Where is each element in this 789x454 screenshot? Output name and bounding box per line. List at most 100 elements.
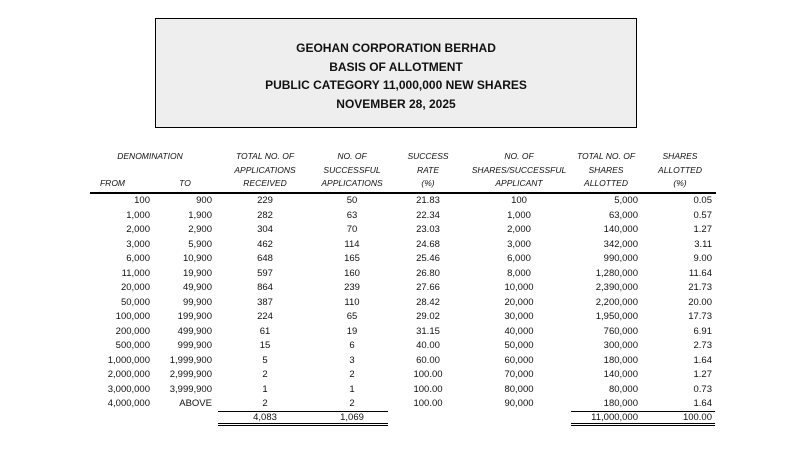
to-cell: 2,900: [188, 224, 212, 235]
pct-allotted-cell: 17.73: [688, 311, 712, 322]
applications-cell: 15: [259, 340, 271, 351]
shares-per-applicant-cell: 10,000: [504, 282, 534, 293]
header-line: SHARES: [662, 151, 698, 161]
header-divider: [90, 192, 716, 194]
successful-cell: 114: [344, 238, 360, 250]
rate-cell: 28.42: [416, 296, 440, 308]
pct-allotted-cell: 1.64: [693, 398, 713, 409]
from-cell: 100,000: [115, 311, 150, 322]
successful-cell: 160: [344, 267, 360, 279]
from-cell: 4,000,000: [107, 398, 150, 409]
successful-cell: 1: [349, 383, 355, 395]
pct-allotted-cell: 20.00: [688, 296, 712, 308]
to-cell: 900: [196, 195, 212, 206]
successful-cell: 63: [346, 209, 358, 221]
header-line: TOTAL NO. OF: [576, 151, 636, 161]
shares-allotted-cell: 140,000: [603, 369, 638, 380]
header-to: TO: [179, 178, 191, 188]
shares-per-applicant-cell: 1,000: [507, 209, 531, 221]
header-succ-apps: NO. OF SUCCESSFUL APPLICATIONS: [302, 150, 402, 191]
double-line: [218, 423, 388, 424]
header-line: ALLOTTED: [658, 164, 702, 175]
shares-per-applicant-cell: 30,000: [504, 311, 534, 322]
header-line: RATE: [416, 164, 440, 175]
company-name: GEOHAN CORPORATION BERHAD: [296, 41, 496, 55]
to-cell: 5,900: [188, 238, 212, 250]
double-line: [571, 425, 715, 426]
from-cell: 2,000,000: [107, 369, 150, 380]
from-cell: 20,000: [120, 282, 150, 293]
shares-per-applicant-cell: 60,000: [504, 354, 534, 366]
title-box: GEOHAN CORPORATION BERHAD BASIS OF ALLOT…: [155, 18, 637, 128]
applications-cell: 2: [262, 398, 268, 409]
applications-cell: 61: [259, 325, 271, 337]
successful-cell: 70: [346, 224, 358, 235]
pct-allotted-cell: 11.64: [688, 267, 712, 279]
applications-cell: 304: [257, 224, 273, 235]
header-line: (%): [421, 178, 435, 188]
header-line: APPLICANT: [495, 178, 543, 188]
header-total-shares: TOTAL NO. OF SHARES ALLOTTED: [566, 150, 646, 191]
successful-cell: 110: [344, 296, 360, 308]
from-cell: 1,000: [126, 209, 150, 221]
to-cell: 199,900: [177, 311, 212, 322]
category-title: PUBLIC CATEGORY 11,000,000 NEW SHARES: [265, 78, 527, 92]
shares-per-applicant-cell: 8,000: [507, 267, 531, 279]
pct-allotted-cell: 6.91: [693, 325, 713, 337]
applications-cell: 5: [262, 354, 268, 366]
pct-allotted-cell: 0.57: [693, 209, 713, 221]
pct-allotted-cell: 1.64: [693, 354, 713, 366]
to-cell: 3,999,900: [169, 383, 212, 395]
shares-allotted-cell: 5,000: [614, 195, 638, 206]
applications-cell: 282: [257, 209, 273, 221]
shares-per-applicant-cell: 80,000: [504, 383, 534, 395]
pct-allotted-cell: 21.73: [688, 282, 712, 293]
to-cell: 49,900: [182, 282, 212, 293]
document-date: NOVEMBER 28, 2025: [336, 96, 456, 111]
rate-cell: 60.00: [416, 354, 440, 366]
rate-cell: 22.34: [416, 209, 440, 221]
successful-cell: 2: [349, 398, 355, 409]
shares-allotted-cell: 2,200,000: [595, 296, 638, 308]
header-rate: SUCCESS RATE (%): [393, 150, 463, 191]
rate-cell: 40.00: [416, 340, 440, 351]
header-line: TOTAL NO. OF: [235, 151, 295, 161]
successful-cell: 239: [344, 282, 360, 293]
rate-cell: 100.00: [413, 369, 443, 380]
header-line: (%): [673, 178, 687, 188]
rate-cell: 100.00: [413, 398, 443, 409]
to-cell: 99,900: [182, 296, 212, 308]
shares-per-applicant-cell: 20,000: [504, 296, 534, 308]
header-line: SHARES: [588, 164, 624, 175]
to-cell: 999,900: [177, 340, 212, 351]
pct-allotted-cell: 1.27: [693, 224, 713, 235]
applications-cell: 2: [262, 369, 268, 380]
successful-cell: 19: [346, 325, 358, 337]
shares-allotted-cell: 140,000: [603, 224, 638, 235]
shares-allotted-cell: 300,000: [603, 340, 638, 351]
applications-cell: 597: [257, 267, 273, 279]
from-cell: 2,000: [126, 224, 150, 235]
from-cell: 11,000: [121, 267, 150, 279]
header-total-apps: TOTAL NO. OF APPLICATIONS RECEIVED: [215, 150, 315, 191]
from-cell: 1,000,000: [107, 354, 150, 366]
total-line: [571, 411, 715, 412]
to-cell: 1,999,900: [169, 354, 212, 366]
total-applications: 4,083: [253, 412, 277, 423]
header-pct: SHARES ALLOTTED (%): [650, 150, 710, 191]
double-line: [218, 425, 388, 426]
header-line: NO. OF: [337, 151, 367, 161]
successful-cell: 65: [346, 311, 358, 322]
shares-per-applicant-cell: 40,000: [504, 325, 534, 337]
successful-cell: 2: [349, 369, 355, 380]
header-line: APPLICATIONS: [234, 164, 296, 175]
rate-cell: 23.03: [416, 224, 440, 235]
rate-cell: 29.02: [416, 311, 440, 322]
shares-allotted-cell: 990,000: [603, 253, 638, 264]
from-cell: 50,000: [120, 296, 150, 308]
header-line: ALLOTTED: [584, 178, 628, 188]
shares-per-applicant-cell: 50,000: [504, 340, 534, 351]
pct-allotted-cell: 1.27: [693, 369, 713, 380]
header-line: SHARES/SUCCESSFUL: [471, 164, 567, 175]
shares-allotted-cell: 180,000: [603, 354, 638, 366]
